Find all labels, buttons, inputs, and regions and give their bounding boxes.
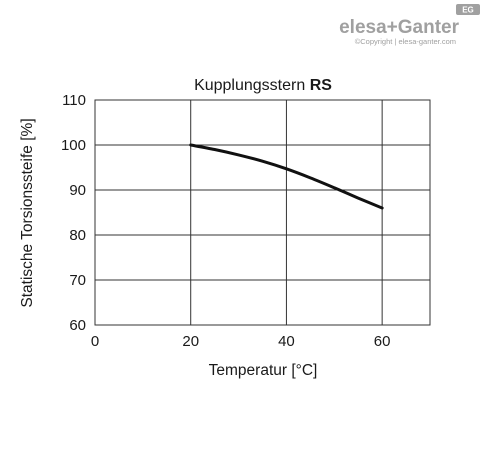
chart-title-bold: RS: [310, 77, 333, 94]
chart-title: Kupplungsstern RS: [194, 77, 332, 94]
logo: EG elesa+Ganter ©Copyright | elesa-gante…: [339, 4, 480, 46]
series-line: [189, 143, 384, 210]
y-tick-label: 100: [61, 137, 86, 154]
x-tick-label: 40: [278, 333, 295, 350]
y-tick-label: 80: [69, 227, 86, 244]
x-axis-ticks: 0 20 40 60: [91, 333, 391, 350]
y-axis-ticks: 60 70 80 90 100 110: [61, 92, 86, 334]
y-tick-label: 90: [69, 182, 86, 199]
x-axis-label: Temperatur [°C]: [209, 362, 318, 379]
logo-brand-left: elesa: [339, 17, 387, 38]
logo-wordmark: elesa+Ganter: [339, 17, 460, 38]
x-tick-label: 60: [374, 333, 391, 350]
x-tick-label: 20: [182, 333, 199, 350]
eg-badge-text: EG: [462, 6, 474, 15]
logo-brand-right: Ganter: [398, 17, 460, 38]
grid: [94, 99, 431, 326]
x-tick-label: 0: [91, 333, 99, 350]
y-axis-label: Statische Torsionssteife [%]: [19, 118, 36, 307]
plot-frame: [94, 99, 431, 326]
logo-copyright: ©Copyright | elesa-ganter.com: [355, 37, 456, 46]
y-tick-label: 60: [69, 317, 86, 334]
eg-badge-icon: EG: [456, 4, 480, 15]
logo-brand-plus: +: [387, 17, 398, 38]
y-tick-label: 110: [62, 92, 86, 109]
y-tick-label: 70: [69, 272, 86, 289]
chart-title-text: Kupplungsstern: [194, 77, 305, 94]
